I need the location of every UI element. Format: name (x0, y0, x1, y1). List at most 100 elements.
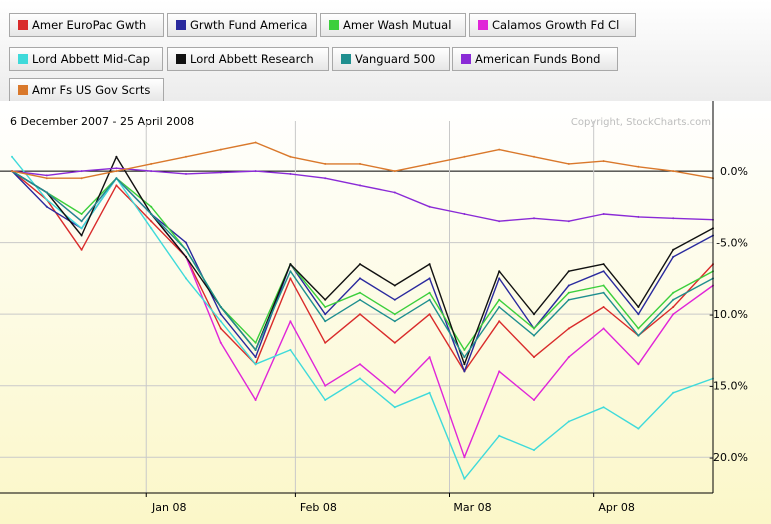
data-point (393, 170, 396, 173)
data-point (289, 348, 292, 351)
data-point (185, 172, 187, 175)
data-point (463, 356, 466, 359)
data-point (115, 177, 118, 180)
data-point (428, 263, 431, 266)
data-point (254, 363, 257, 366)
data-point (289, 172, 292, 175)
data-point (150, 227, 153, 230)
legend-swatch (329, 20, 339, 30)
x-tick-label: Jan 08 (151, 501, 186, 514)
data-point (219, 327, 222, 330)
data-point (254, 348, 257, 351)
legend-item[interactable]: Grwth Fund America (167, 13, 317, 37)
legend-item[interactable]: American Funds Bond (452, 47, 618, 71)
legend-item[interactable]: Amer EuroPac Gwth (9, 13, 164, 37)
copyright-label: Copyright, StockCharts.com (571, 117, 711, 128)
data-point (80, 170, 83, 173)
y-tick-label: -20.0% (709, 451, 748, 464)
data-point (567, 298, 570, 301)
data-point (533, 334, 535, 337)
data-point (324, 313, 327, 316)
data-point (533, 356, 535, 359)
data-point (289, 277, 292, 280)
data-point (80, 213, 83, 215)
data-point (602, 291, 605, 294)
data-point (637, 427, 640, 430)
data-point (185, 248, 187, 251)
legend-item[interactable]: Amr Fs US Gov Scrts (9, 78, 164, 102)
data-point (359, 313, 361, 316)
data-point (150, 220, 153, 223)
data-point (672, 313, 675, 316)
data-point (393, 341, 396, 344)
data-point (115, 184, 118, 187)
legend-swatch (18, 54, 28, 64)
data-point (463, 155, 466, 158)
data-point (602, 160, 605, 163)
legend-swatch (461, 54, 471, 64)
y-tick-label: -10.0% (709, 308, 748, 321)
data-point (672, 298, 675, 301)
legend-swatch (18, 20, 28, 30)
data-point (45, 198, 48, 201)
legend-item[interactable]: Vanguard 500 (332, 47, 450, 71)
data-point (393, 191, 396, 194)
data-point (672, 291, 675, 294)
data-point (359, 162, 361, 165)
data-point (150, 162, 153, 165)
grid (0, 121, 713, 493)
data-point (393, 313, 396, 316)
legend-label: Vanguard 500 (355, 52, 436, 66)
legend-swatch (18, 85, 28, 95)
data-point (324, 384, 327, 387)
data-point (463, 370, 466, 373)
data-point (393, 298, 396, 301)
data-point (637, 363, 640, 366)
data-point (498, 306, 501, 308)
data-point (498, 148, 501, 151)
data-point (637, 313, 640, 316)
data-point (428, 277, 431, 280)
date-range-label: 6 December 2007 - 25 April 2008 (10, 115, 194, 128)
data-point (672, 170, 675, 173)
data-point (80, 220, 83, 223)
data-point (80, 248, 83, 251)
legend-item[interactable]: Lord Abbett Mid-Cap (9, 47, 163, 71)
data-point (533, 217, 535, 220)
data-point (533, 449, 535, 452)
legend-item[interactable]: Lord Abbett Research (167, 47, 329, 71)
line-chart: 6 December 2007 - 25 April 2008 Copyrigh… (0, 101, 771, 524)
data-point (533, 155, 535, 158)
legend-swatch (176, 54, 186, 64)
data-point (498, 220, 501, 223)
data-point (150, 170, 153, 173)
data-point (533, 313, 535, 316)
data-point (359, 291, 361, 294)
data-point (359, 277, 361, 280)
data-point (11, 155, 13, 158)
legend-item[interactable]: Calamos Growth Fd Cl (469, 13, 636, 37)
data-point (150, 213, 153, 215)
data-point (254, 399, 257, 401)
data-point (219, 313, 222, 316)
legend-label: Amer Wash Mutual (343, 18, 452, 32)
data-point (567, 220, 570, 223)
data-point (289, 155, 292, 158)
data-point (637, 306, 640, 308)
data-point (428, 356, 431, 359)
data-point (324, 306, 327, 308)
data-point (463, 348, 466, 351)
data-point (567, 270, 570, 273)
data-point (428, 391, 431, 394)
data-point (254, 141, 257, 144)
data-point (567, 162, 570, 165)
legend-item[interactable]: Amer Wash Mutual (320, 13, 466, 37)
legend-label: Amer EuroPac Gwth (32, 18, 147, 32)
data-point (324, 177, 327, 180)
data-point (498, 434, 501, 437)
data-point (324, 341, 327, 344)
data-point (185, 255, 187, 258)
data-point (672, 255, 675, 258)
legend-label: Amr Fs US Gov Scrts (32, 83, 151, 97)
data-point (393, 320, 396, 323)
